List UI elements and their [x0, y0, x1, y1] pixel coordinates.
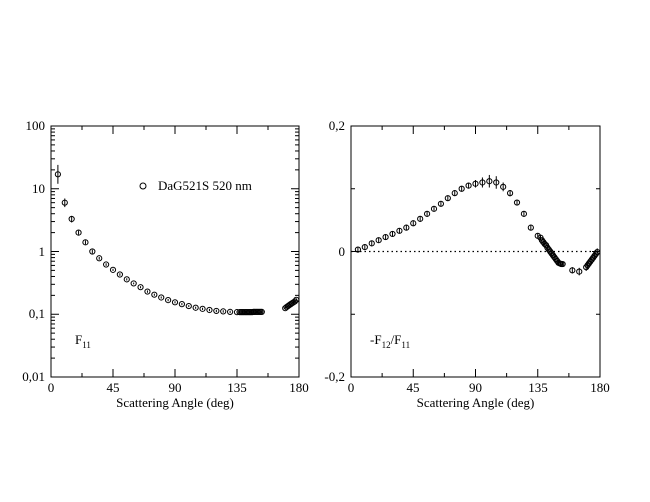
right-data-point	[396, 227, 403, 234]
left-data-point	[116, 271, 123, 278]
left-data-point	[123, 276, 130, 283]
left-xtick-label-0: 0	[48, 380, 55, 395]
right-panel: 0,2 0 -0,2 0 45 90 135 180 Scattering An…	[324, 118, 609, 410]
right-data-point	[513, 199, 521, 206]
right-data-point	[594, 249, 601, 256]
right-data-point	[569, 267, 576, 274]
left-data-point	[213, 307, 220, 315]
left-data-point	[192, 304, 199, 311]
left-ytick-label-3: 10	[32, 181, 45, 196]
left-panel: 100 10 1 0,1 0,01 0 45 90 135 180 Scatte…	[22, 118, 309, 410]
left-data-point	[144, 288, 151, 295]
right-data-point	[451, 190, 458, 197]
left-data-point	[227, 308, 234, 316]
right-data-point	[500, 183, 507, 190]
left-panel-label-sub: 11	[82, 340, 91, 350]
left-x-axis-label: Scattering Angle (deg)	[116, 395, 234, 410]
left-ticks	[50, 125, 300, 378]
left-data-point	[178, 301, 185, 308]
left-data-point	[185, 302, 192, 310]
left-data-point	[158, 294, 165, 301]
left-data-point	[54, 171, 61, 178]
left-ytick-label-2: 1	[39, 244, 46, 259]
right-ytick-label-0: -0,2	[324, 369, 345, 384]
left-data-point	[61, 199, 68, 206]
right-data-point	[576, 268, 583, 275]
left-data-point	[291, 298, 298, 305]
left-xtick-label-1: 45	[107, 380, 120, 395]
right-data-point	[493, 179, 500, 186]
left-xtick-label-3: 135	[227, 380, 247, 395]
right-data-point	[382, 233, 389, 241]
left-data-point	[103, 261, 110, 268]
right-panel-label-main: -F	[370, 332, 382, 347]
right-data-point	[444, 195, 451, 202]
right-data-point	[559, 260, 566, 268]
right-xtick-label-2: 90	[469, 380, 482, 395]
right-panel-label-mid: /F	[391, 332, 402, 347]
left-data-point	[171, 299, 179, 306]
right-data-point	[361, 244, 368, 251]
right-data-point	[368, 240, 375, 247]
right-data-point	[375, 237, 382, 244]
left-data-point	[220, 308, 227, 315]
right-data-point	[437, 200, 445, 207]
right-data-point	[472, 180, 479, 187]
left-panel-label: F11	[75, 332, 91, 350]
left-data-point	[206, 306, 213, 314]
right-data-point	[410, 220, 417, 227]
right-data-point	[486, 178, 493, 185]
right-data-point	[403, 224, 410, 231]
left-data-point	[137, 284, 144, 291]
left-data-point	[165, 297, 172, 304]
left-data-point	[258, 308, 265, 316]
legend-marker	[139, 182, 147, 190]
right-data-point	[527, 224, 534, 231]
right-data-point	[417, 215, 424, 222]
right-data-point	[389, 230, 396, 238]
left-ytick-label-1: 0,1	[29, 306, 45, 321]
left-data-point	[109, 266, 117, 273]
left-data-point	[151, 291, 158, 298]
right-data-point	[506, 190, 514, 197]
left-ytick-label-4: 100	[26, 118, 46, 133]
right-ytick-label-1: 0	[339, 244, 346, 259]
right-data-point	[354, 246, 362, 253]
right-ticks	[350, 125, 601, 378]
right-xtick-label-4: 180	[590, 380, 610, 395]
left-data-point	[199, 305, 206, 312]
right-x-axis-label: Scattering Angle (deg)	[417, 395, 535, 410]
right-data-point	[430, 205, 438, 212]
right-panel-label-sub2: 11	[401, 340, 410, 350]
left-data-point	[68, 215, 75, 223]
left-xtick-label-4: 180	[289, 380, 309, 395]
left-ytick-label-0: 0,01	[22, 369, 45, 384]
right-ytick-label-2: 0,2	[329, 118, 345, 133]
legend-label: DaG521S 520 nm	[158, 178, 252, 193]
right-points	[354, 174, 601, 276]
right-panel-label-sub1: 12	[382, 340, 391, 350]
right-panel-label: -F12/F11	[370, 332, 410, 350]
left-panel-label-main: F	[75, 332, 82, 347]
right-xtick-label-1: 45	[407, 380, 420, 395]
left-points	[54, 164, 300, 316]
left-data-point	[82, 239, 89, 246]
left-xtick-label-2: 90	[169, 380, 182, 395]
right-data-point	[423, 210, 431, 217]
right-xtick-label-3: 135	[528, 380, 548, 395]
left-data-point	[96, 255, 103, 262]
left-data-point	[75, 229, 82, 236]
left-data-point	[130, 280, 137, 287]
right-xtick-label-0: 0	[348, 380, 355, 395]
left-data-point	[89, 248, 96, 255]
right-data-point	[465, 182, 472, 189]
left-data-point	[293, 296, 300, 303]
right-data-point	[458, 185, 465, 192]
right-data-point	[479, 179, 486, 186]
right-data-point	[520, 210, 528, 217]
